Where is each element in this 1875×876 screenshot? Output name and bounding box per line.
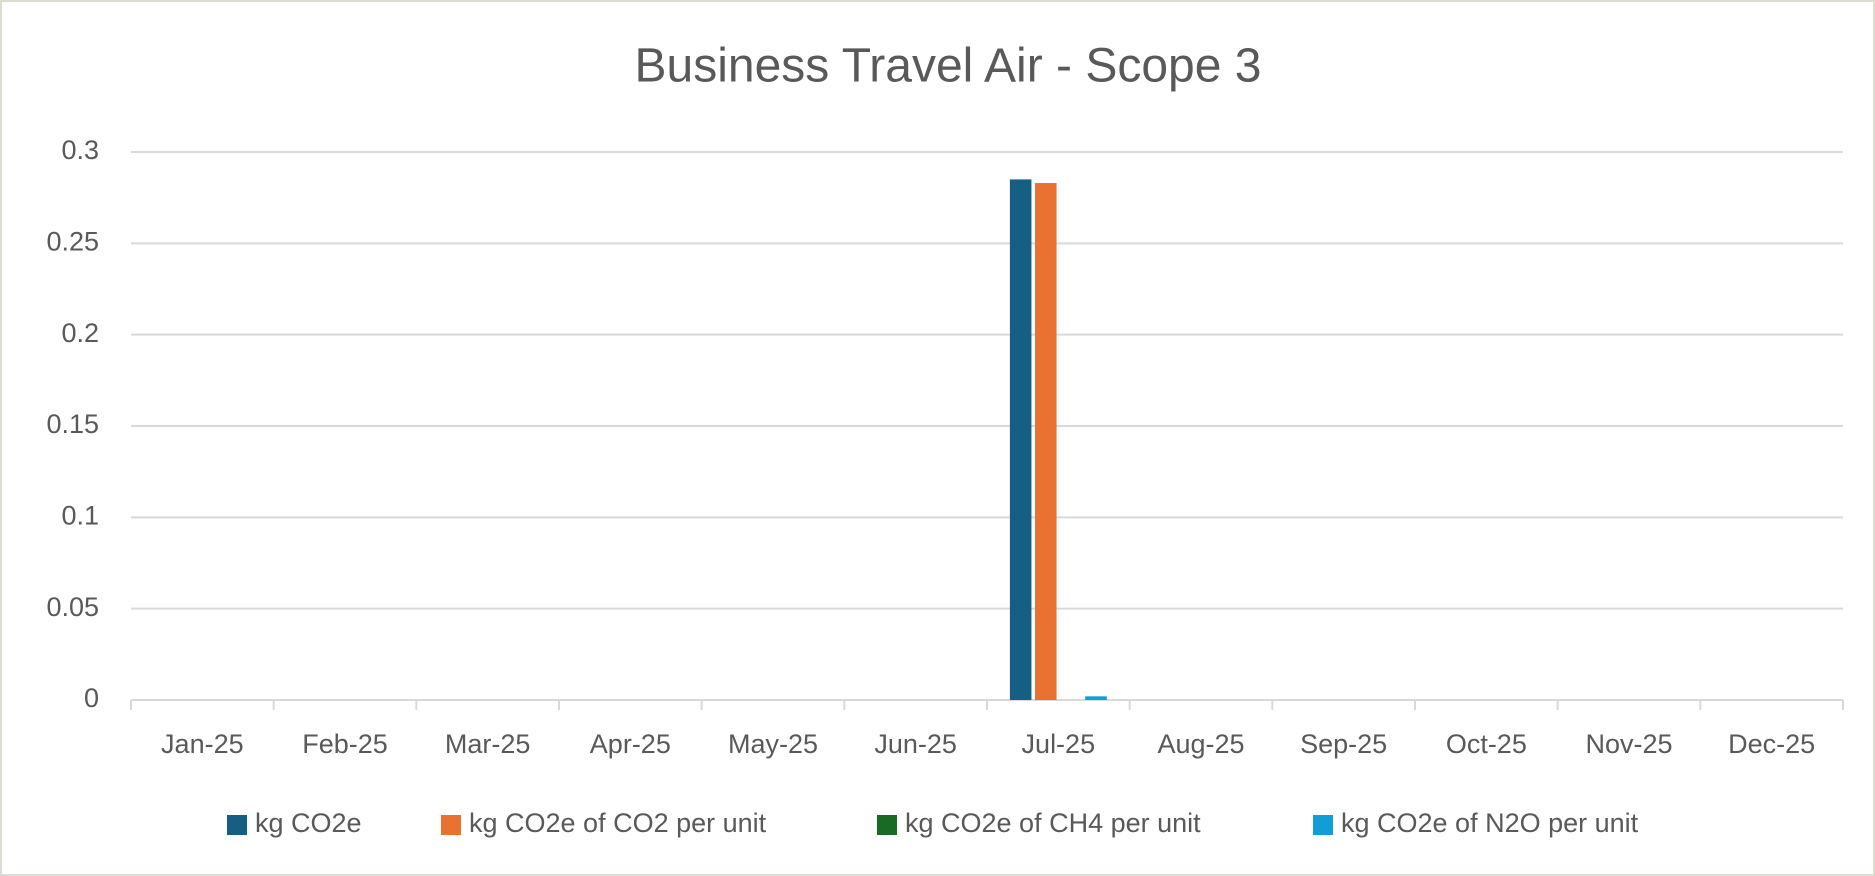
- legend-label: kg CO2e of N2O per unit: [1341, 808, 1639, 838]
- legend-swatch: [227, 815, 247, 835]
- x-tick-label: Aug-25: [1157, 729, 1244, 759]
- x-tick-label: Jul-25: [1022, 729, 1096, 759]
- legend-label: kg CO2e: [255, 808, 362, 838]
- x-tick-label: Feb-25: [302, 729, 388, 759]
- x-tick-label: Jun-25: [874, 729, 957, 759]
- y-tick-label: 0.3: [61, 135, 99, 165]
- y-tick-label: 0.05: [46, 592, 99, 622]
- y-tick-label: 0.2: [61, 318, 99, 348]
- x-tick-label: Apr-25: [590, 729, 671, 759]
- x-tick-label: Dec-25: [1728, 729, 1815, 759]
- y-tick-label: 0: [84, 683, 99, 713]
- x-tick-label: Nov-25: [1585, 729, 1672, 759]
- legend-swatch: [1313, 815, 1333, 835]
- x-tick-label: Sep-25: [1300, 729, 1387, 759]
- y-tick-label: 0.25: [46, 226, 99, 256]
- legend-swatch: [877, 815, 897, 835]
- bar: [1035, 183, 1057, 700]
- legend-label: kg CO2e of CO2 per unit: [469, 808, 767, 838]
- x-tick-label: May-25: [728, 729, 818, 759]
- y-tick-label: 0.1: [61, 500, 99, 530]
- chart-title: Business Travel Air - Scope 3: [635, 40, 1262, 93]
- x-tick-label: Jan-25: [161, 729, 244, 759]
- x-tick-label: Oct-25: [1446, 729, 1527, 759]
- bar: [1009, 179, 1032, 700]
- legend-label: kg CO2e of CH4 per unit: [905, 808, 1201, 838]
- legend-swatch: [441, 815, 461, 835]
- bar: [1085, 696, 1107, 700]
- x-tick-label: Mar-25: [445, 729, 531, 759]
- y-tick-label: 0.15: [46, 409, 99, 439]
